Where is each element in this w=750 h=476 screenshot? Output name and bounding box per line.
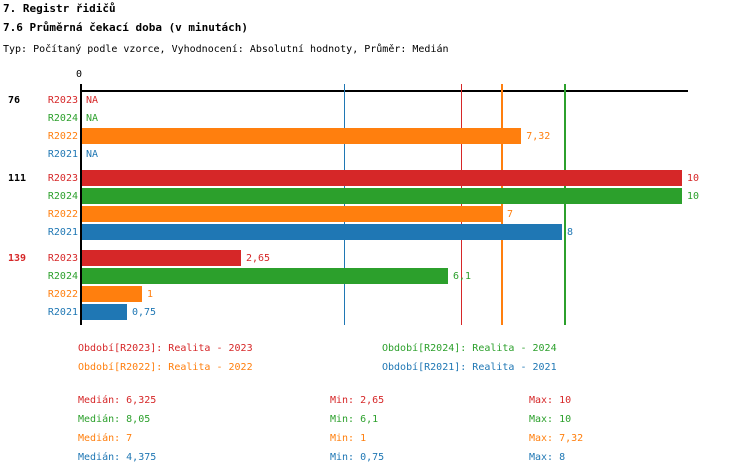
bar-139-r2023 xyxy=(82,250,241,266)
bar-value-label: 7,32 xyxy=(526,131,551,142)
series-label-r2022: R2022 xyxy=(47,131,78,142)
bar-na-label: NA xyxy=(86,149,99,160)
x-axis-line xyxy=(81,90,688,92)
chart-meta-line: Typ: Počítaný podle vzorce, Vyhodnocení:… xyxy=(3,44,449,55)
legend-item-r2023: Období[R2023]: Realita - 2023 xyxy=(78,343,253,354)
bar-value-label: 6,1 xyxy=(453,271,472,282)
stat-min-r2021: Min: 0,75 xyxy=(330,452,385,463)
group-label-111: 111 xyxy=(8,173,27,184)
median-line-r2023 xyxy=(460,84,463,325)
stat-median-r2024: Medián: 8,05 xyxy=(78,414,151,425)
legend-item-r2024: Období[R2024]: Realita - 2024 xyxy=(382,343,557,354)
series-label-r2022: R2022 xyxy=(47,289,78,300)
legend-item-r2022: Období[R2022]: Realita - 2022 xyxy=(78,362,253,373)
series-label-r2024: R2024 xyxy=(47,271,78,282)
stat-median-r2022: Medián: 7 xyxy=(78,433,133,444)
stat-median-r2023: Medián: 6,325 xyxy=(78,395,157,406)
bar-111-r2024 xyxy=(82,188,682,204)
series-label-r2023: R2023 xyxy=(47,173,78,184)
group-label-139: 139 xyxy=(8,253,27,264)
bar-value-label: 10 xyxy=(687,173,700,184)
series-label-r2021: R2021 xyxy=(47,149,78,160)
bar-111-r2023 xyxy=(82,170,682,186)
series-label-r2021: R2021 xyxy=(47,307,78,318)
bar-139-r2024 xyxy=(82,268,448,284)
bar-111-r2021 xyxy=(82,224,562,240)
stat-min-r2024: Min: 6,1 xyxy=(330,414,379,425)
bar-111-r2022 xyxy=(82,206,502,222)
bar-value-label: 2,65 xyxy=(246,253,271,264)
median-line-r2022 xyxy=(501,84,503,325)
chart-title: 7.6 Průměrná čekací doba (v minutách) xyxy=(3,21,249,34)
stat-min-r2022: Min: 1 xyxy=(330,433,367,444)
series-label-r2023: R2023 xyxy=(47,253,78,264)
report-title: 7. Registr řidičů xyxy=(3,2,116,15)
stat-max-r2024: Max: 10 xyxy=(529,414,572,425)
bar-na-label: NA xyxy=(86,113,99,124)
y-axis-line xyxy=(80,84,82,325)
series-label-r2022: R2022 xyxy=(47,209,78,220)
stat-max-r2023: Max: 10 xyxy=(529,395,572,406)
median-line-r2024 xyxy=(564,84,566,325)
bar-value-label: 8 xyxy=(567,227,574,238)
stat-min-r2023: Min: 2,65 xyxy=(330,395,385,406)
stat-max-r2021: Max: 8 xyxy=(529,452,566,463)
bar-value-label: 7 xyxy=(507,209,514,220)
x-axis-zero-tick-label: 0 xyxy=(76,69,83,80)
series-label-r2024: R2024 xyxy=(47,191,78,202)
bar-na-label: NA xyxy=(86,95,99,106)
group-label-76: 76 xyxy=(8,95,21,106)
bar-value-label: 10 xyxy=(687,191,700,202)
stat-max-r2022: Max: 7,32 xyxy=(529,433,584,444)
bar-value-label: 0,75 xyxy=(132,307,157,318)
series-label-r2021: R2021 xyxy=(47,227,78,238)
bar-value-label: 1 xyxy=(147,289,154,300)
median-line-r2021 xyxy=(343,84,346,325)
series-label-r2024: R2024 xyxy=(47,113,78,124)
bar-139-r2021 xyxy=(82,304,127,320)
bar-76-r2022 xyxy=(82,128,522,144)
stat-median-r2021: Medián: 4,375 xyxy=(78,452,157,463)
bar-139-r2022 xyxy=(82,286,142,302)
series-label-r2023: R2023 xyxy=(47,95,78,106)
legend-item-r2021: Období[R2021]: Realita - 2021 xyxy=(382,362,557,373)
